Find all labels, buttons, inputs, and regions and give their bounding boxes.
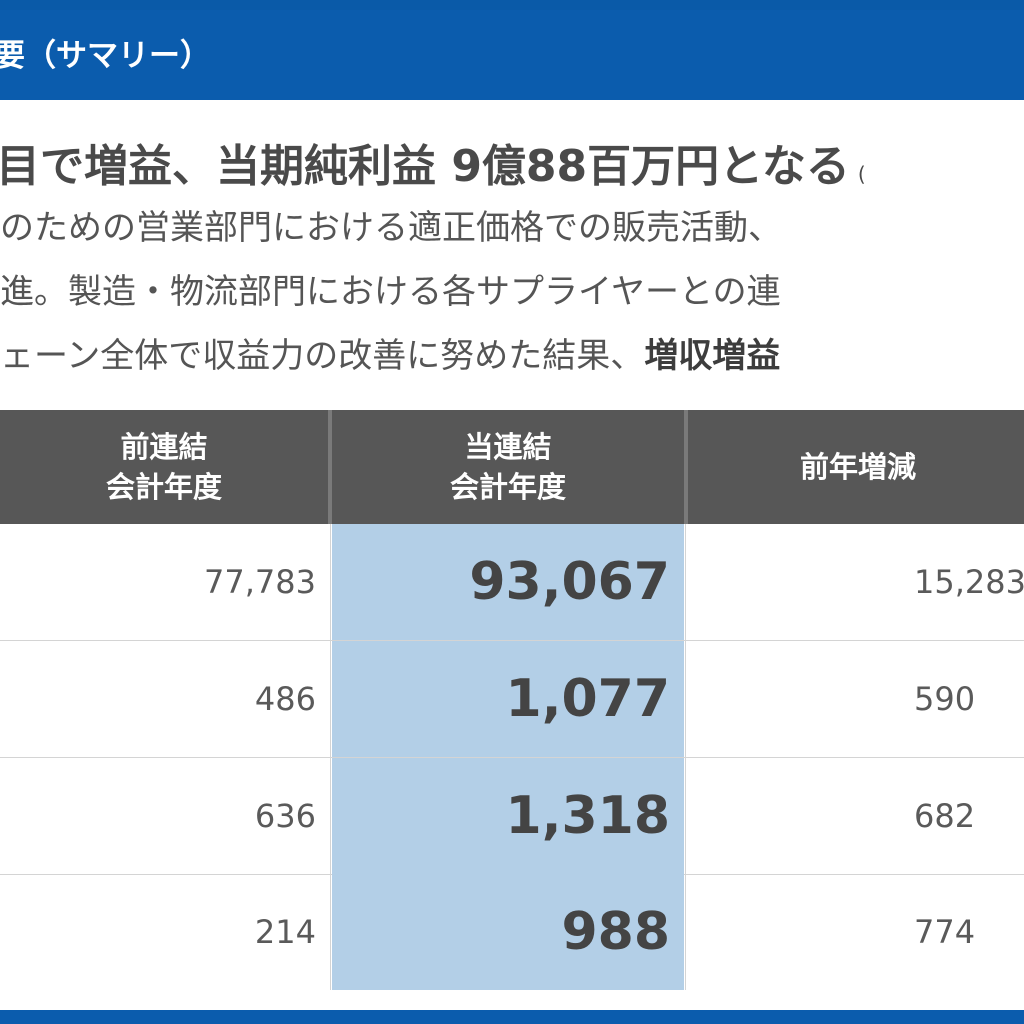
col-header-previous-line1: 前連結 (120, 430, 208, 464)
results-table: 前連結会計年度 当連結会計年度 前年増減 77,783 93,067 15,28… (0, 410, 1024, 990)
paragraph-line-2: 進。製造・物流部門における各サプライヤーとの連 (0, 272, 781, 312)
paragraph-line-3: ェーン全体で収益力の改善に努めた結果、増収増益 (0, 324, 1024, 388)
col-header-current-line1: 当連結 (464, 430, 552, 464)
table-row: 214 988 774 (0, 874, 1024, 990)
cell-current: 93,067 (332, 524, 684, 640)
header-divider (684, 410, 688, 524)
col-header-previous-year: 前連結 会計年度 (0, 410, 328, 524)
cell-current: 988 (332, 874, 684, 990)
cell-previous: 77,783 (204, 563, 316, 601)
section-title: 要（サマリー） (0, 38, 211, 74)
cell-diff-value: 774 (914, 913, 976, 951)
col-header-current-line2: 会計年度 (449, 470, 566, 504)
cell-previous: 214 (254, 913, 316, 951)
top-accent-line (0, 0, 1024, 10)
headline: 目で増益、当期純利益 9億88百万円となる ( (0, 130, 866, 194)
paragraph-emphasis: 増収増益 (644, 336, 781, 376)
cell-previous: 636 (254, 797, 316, 835)
table-row: 77,783 93,067 15,283 (0, 524, 1024, 641)
column-divider (330, 524, 331, 990)
headline-suffix: ( (857, 162, 866, 186)
col-header-yoy-line1: 前年増減 (799, 450, 916, 484)
cell-diff: 590 (688, 641, 1024, 757)
cell-diff: 682 (688, 758, 1024, 874)
col-header-yoy-change: 前年増減 (688, 410, 1024, 524)
table-row: 486 1,077 590 (0, 641, 1024, 758)
cell-diff: 774 (688, 874, 1024, 990)
cell-diff-value: 15,283 (914, 563, 1024, 601)
cell-current: 1,077 (332, 641, 684, 757)
summary-paragraph: のための営業部門における適正価格での販売活動、 進。製造・物流部門における各サプ… (0, 196, 1024, 388)
col-header-current-year: 当連結 会計年度 (332, 410, 684, 524)
cell-previous: 486 (254, 680, 316, 718)
cell-diff: 15,283 (688, 524, 1024, 640)
headline-text: 目で増益、当期純利益 9億88百万円となる (0, 141, 850, 192)
table-header: 前連結会計年度 当連結会計年度 前年増減 (0, 410, 1024, 524)
table-row: 636 1,318 682 (0, 758, 1024, 875)
paragraph-line-3-text: ェーン全体で収益力の改善に努めた結果、 (0, 336, 645, 376)
col-header-previous-line2: 会計年度 (105, 470, 222, 504)
paragraph-line-1: のための営業部門における適正価格での販売活動、 (0, 208, 782, 248)
cell-current: 1,318 (332, 758, 684, 874)
cell-diff-value: 682 (914, 797, 976, 835)
section-banner: 要（サマリー） (0, 10, 1024, 100)
bottom-accent-bar (0, 1010, 1024, 1024)
header-divider (328, 410, 332, 524)
column-divider (685, 524, 686, 990)
cell-diff-value: 590 (914, 680, 976, 718)
